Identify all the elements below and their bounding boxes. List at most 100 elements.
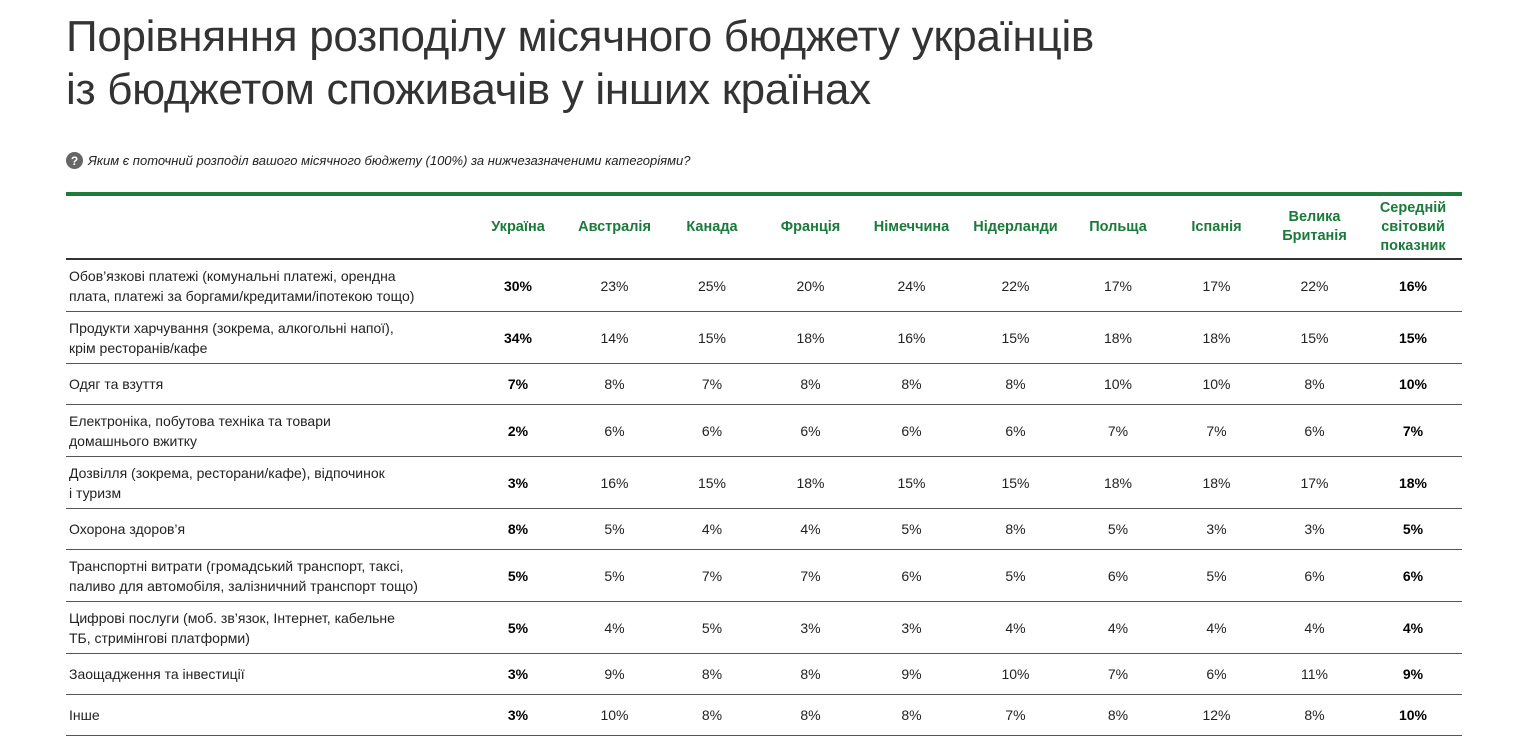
header-category <box>66 194 470 259</box>
value-cell: 10% <box>1068 363 1168 405</box>
value-cell: 7% <box>1068 653 1168 695</box>
value-cell: 5% <box>1068 508 1168 550</box>
column-header: Австралія <box>578 218 651 235</box>
table-row: Одяг та взуття 7% 8% 7% 8% 8% 8% 10% 10% 8% 10% <box>66 363 1462 405</box>
value-cell: 2% <box>470 404 566 457</box>
value-cell: 9% <box>1364 653 1462 695</box>
value-cell: 23% <box>566 259 663 312</box>
column-header: Велика Британія <box>1282 209 1347 244</box>
value-cell: 18% <box>761 311 860 364</box>
question-text: Яким є поточний розподіл вашого місячног… <box>88 153 691 168</box>
value-cell: 3% <box>1168 508 1265 550</box>
value-cell: 8% <box>761 653 860 695</box>
table-row: Обов’язкові платежі (комунальні платежі,… <box>66 259 1462 312</box>
value-cell: 7% <box>1068 404 1168 457</box>
value-cell: 8% <box>860 363 963 405</box>
value-cell: 10% <box>566 694 663 736</box>
value-cell: 6% <box>1364 549 1462 602</box>
value-cell: 8% <box>1265 694 1364 736</box>
value-cell: 17% <box>1168 259 1265 312</box>
value-cell: 22% <box>963 259 1068 312</box>
table-row: Дозвілля (зокрема, ресторани/кафе), відп… <box>66 456 1462 509</box>
value-cell: 7% <box>663 549 761 602</box>
value-cell: 18% <box>1068 311 1168 364</box>
budget-comparison-table: Україна Австралія Канада Франція Німеччина Ні… <box>66 192 1462 736</box>
value-cell: 8% <box>1265 363 1364 405</box>
row-label: Електроніка, побутова техніка та товари … <box>66 404 470 457</box>
value-cell: 11% <box>1265 653 1364 695</box>
value-cell: 18% <box>1068 456 1168 509</box>
value-cell: 6% <box>566 404 663 457</box>
value-cell: 7% <box>470 363 566 405</box>
question-circle-icon: ? <box>66 152 83 169</box>
value-cell: 18% <box>1168 456 1265 509</box>
row-label: Інше <box>66 694 470 736</box>
value-cell: 18% <box>1364 456 1462 509</box>
column-header: Середній світовий показник <box>1379 199 1447 254</box>
value-cell: 10% <box>1364 694 1462 736</box>
value-cell: 5% <box>566 549 663 602</box>
value-cell: 8% <box>470 508 566 550</box>
value-cell: 14% <box>566 311 663 364</box>
value-cell: 3% <box>761 601 860 654</box>
table-row: Продукти харчування (зокрема, алкогольні… <box>66 311 1462 364</box>
column-header: Німеччина <box>873 218 950 235</box>
value-cell: 15% <box>963 456 1068 509</box>
value-cell: 6% <box>761 404 860 457</box>
column-header: Нідерланди <box>973 218 1058 235</box>
value-cell: 7% <box>963 694 1068 736</box>
value-cell: 15% <box>963 311 1068 364</box>
value-cell: 6% <box>1068 549 1168 602</box>
value-cell: 5% <box>566 508 663 550</box>
value-cell: 8% <box>860 694 963 736</box>
value-cell: 4% <box>1265 601 1364 654</box>
value-cell: 5% <box>470 601 566 654</box>
value-cell: 17% <box>1068 259 1168 312</box>
value-cell: 16% <box>566 456 663 509</box>
value-cell: 3% <box>470 653 566 695</box>
value-cell: 8% <box>663 653 761 695</box>
value-cell: 16% <box>1364 259 1462 312</box>
value-cell: 4% <box>963 601 1068 654</box>
value-cell: 4% <box>566 601 663 654</box>
value-cell: 25% <box>663 259 761 312</box>
value-cell: 30% <box>470 259 566 312</box>
value-cell: 3% <box>470 694 566 736</box>
value-cell: 4% <box>1364 601 1462 654</box>
value-cell: 8% <box>963 363 1068 405</box>
row-label: Обов’язкові платежі (комунальні платежі,… <box>66 259 470 312</box>
value-cell: 5% <box>860 508 963 550</box>
value-cell: 5% <box>1168 549 1265 602</box>
value-cell: 16% <box>860 311 963 364</box>
value-cell: 10% <box>1364 363 1462 405</box>
value-cell: 7% <box>1364 404 1462 457</box>
value-cell: 6% <box>1265 549 1364 602</box>
value-cell: 5% <box>470 549 566 602</box>
value-cell: 8% <box>663 694 761 736</box>
row-label: Заощадження та інвестиції <box>66 653 470 695</box>
table-row: Заощадження та інвестиції 3% 9% 8% 8% 9% 10% 7%… <box>66 653 1462 695</box>
value-cell: 22% <box>1265 259 1364 312</box>
table-row: Електроніка, побутова техніка та товари … <box>66 404 1462 457</box>
value-cell: 12% <box>1168 694 1265 736</box>
value-cell: 17% <box>1265 456 1364 509</box>
value-cell: 15% <box>1265 311 1364 364</box>
value-cell: 8% <box>566 363 663 405</box>
value-cell: 15% <box>1364 311 1462 364</box>
header-row: Україна Австралія Канада Франція Німеччина Ні… <box>66 194 1462 259</box>
row-label: Цифрові послуги (моб. зв’язок, Інтернет,… <box>66 601 470 654</box>
table-row: Транспортні витрати (громадський транспо… <box>66 549 1462 602</box>
column-header: Польща <box>1089 218 1147 235</box>
value-cell: 8% <box>1068 694 1168 736</box>
value-cell: 8% <box>963 508 1068 550</box>
value-cell: 7% <box>663 363 761 405</box>
value-cell: 4% <box>761 508 860 550</box>
row-label: Транспортні витрати (громадський транспо… <box>66 549 470 602</box>
value-cell: 6% <box>860 549 963 602</box>
value-cell: 8% <box>761 694 860 736</box>
column-header: Франція <box>780 218 841 235</box>
page-title: Порівняння розподілу місячного бюджету у… <box>66 12 1095 114</box>
value-cell: 34% <box>470 311 566 364</box>
row-label: Продукти харчування (зокрема, алкогольні… <box>66 311 470 364</box>
value-cell: 3% <box>1265 508 1364 550</box>
